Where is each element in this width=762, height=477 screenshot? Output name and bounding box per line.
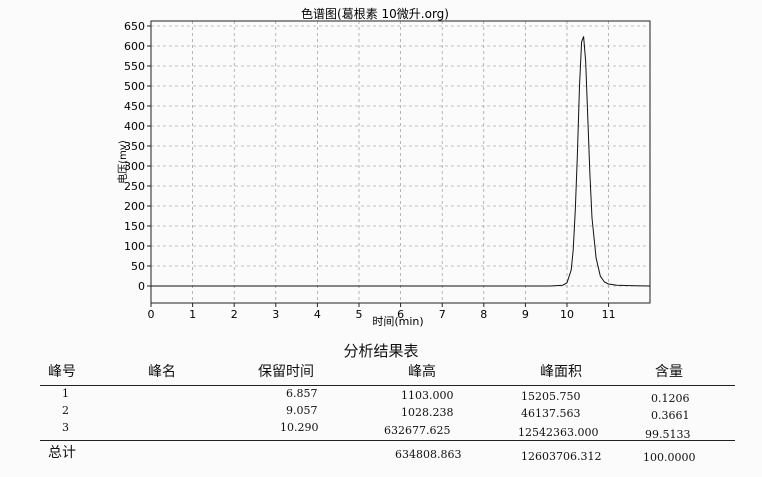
cell-peak-no: 3 [62,421,69,434]
x-tick-label: 6 [397,308,404,321]
x-axis-label: 时间(min) [372,315,423,328]
header-peak-name: 峰名 [148,364,176,380]
cell-retention-time: 9.057 [286,404,318,417]
y-tick-label: 350 [124,140,145,153]
x-tick-label: 3 [272,308,279,321]
y-tick-label: 500 [124,80,145,93]
y-axis: 0 50 100 150 200 250 300 350 400 450 500 550 600 650 [124,20,151,293]
cell-peak-height: 1103.000 [401,389,454,402]
y-tick-label: 150 [124,220,145,233]
cell-content: 0.1206 [651,392,690,405]
header-content: 含量 [655,364,683,380]
cell-content: 0.3661 [651,409,690,422]
y-tick-label: 600 [124,40,145,53]
chromatogram-chart: 色谱图(葛根素 10微升.org) 0501001502002503003504… [116,7,651,328]
y-tick-label: 300 [124,160,145,173]
y-tick-label: 200 [124,200,145,213]
y-tick-label: 400 [124,120,145,133]
x-axis: 0 1 2 3 4 5 6 7 8 9 10 11 [148,303,616,321]
total-peak-height: 634808.863 [395,448,462,461]
y-tick-label: 0 [138,280,145,293]
x-tick-label: 0 [148,308,155,321]
cell-peak-area: 46137.563 [521,407,581,420]
x-tick-label: 10 [560,308,574,321]
cell-peak-height: 1028.238 [401,406,454,419]
total-rule [40,440,735,441]
header-peak-area: 峰面积 [540,364,582,380]
y-tick-label: 450 [124,100,145,113]
total-content: 100.0000 [643,451,696,464]
x-tick-label: 5 [356,308,363,321]
y-tick-label: 250 [124,180,145,193]
cell-peak-area: 12542363.000 [518,426,599,439]
chart-title: 色谱图(葛根素 10微升.org) [301,7,449,21]
cell-peak-no: 1 [62,387,69,400]
cell-content: 99.5133 [645,428,691,441]
cell-retention-time: 10.290 [280,421,319,434]
x-tick-label: 1 [189,308,196,321]
x-tick-label: 4 [314,308,321,321]
table-title: 分析结果表 [343,342,419,360]
x-tick-label: 2 [231,308,238,321]
x-tick-label: 8 [480,308,487,321]
x-tick-label: 9 [522,308,529,321]
header-rule [40,385,735,386]
x-tick-label: 11 [602,308,616,321]
total-label: 总计 [48,445,76,461]
header-peak-no: 峰号 [48,364,76,380]
chart-grid [151,21,650,303]
y-tick-label: 50 [131,260,145,273]
header-retention-time: 保留时间 [258,364,314,380]
y-tick-label: 550 [124,60,145,73]
cell-peak-no: 2 [62,404,69,417]
y-tick-label: 650 [124,20,145,33]
cell-peak-area: 15205.750 [521,390,581,403]
header-peak-height: 峰高 [408,364,436,380]
x-tick-label: 7 [439,308,446,321]
cell-retention-time: 6.857 [286,387,318,400]
y-axis-label: 电压(mv) [116,140,129,184]
chromatogram-trace [151,36,651,287]
y-tick-label: 100 [124,240,145,253]
total-peak-area: 12603706.312 [521,450,602,463]
cell-peak-height: 632677.625 [384,424,451,437]
